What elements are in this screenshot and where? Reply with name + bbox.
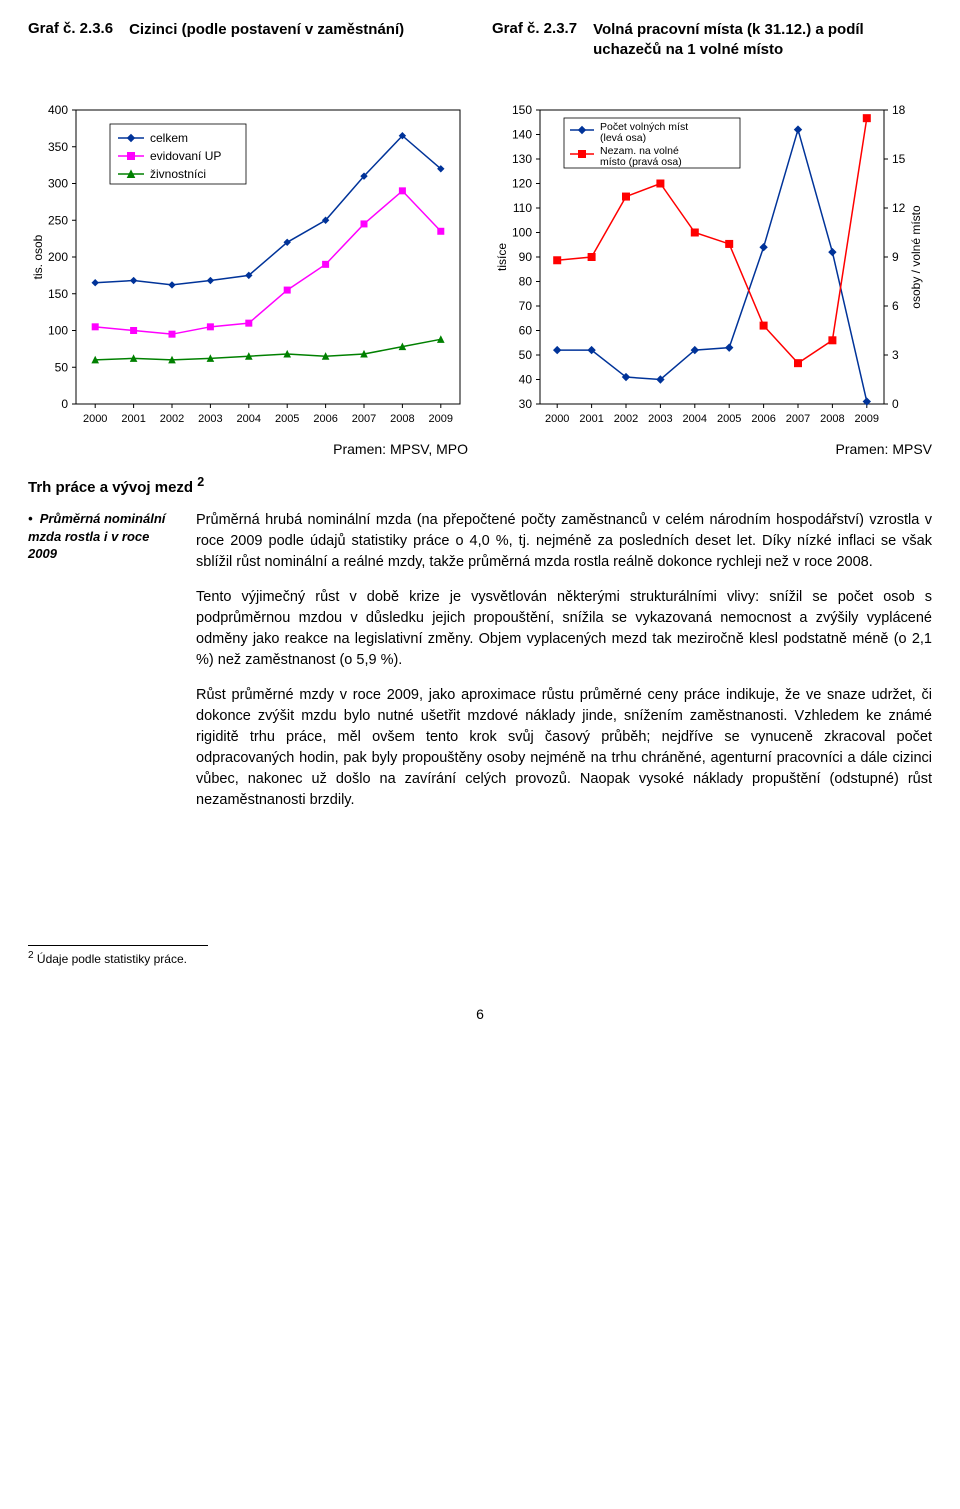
svg-text:400: 400: [48, 104, 68, 117]
chart-right-title: Volná pracovní místa (k 31.12.) a podíl …: [593, 20, 932, 61]
chart-right: 30 40 50 60 70 80 90 100 110 120 130 140 150 0 3 6 9 12 15…: [492, 104, 932, 434]
svg-text:80: 80: [519, 275, 533, 289]
svg-text:15: 15: [892, 152, 906, 166]
chart-right-header: Graf č. 2.3.7 Volná pracovní místa (k 31…: [492, 20, 932, 92]
paragraph: Průměrná hrubá nominální mzda (na přepoč…: [196, 510, 932, 573]
svg-text:110: 110: [513, 201, 532, 215]
footnote-text: Údaje podle statistiky práce.: [34, 952, 187, 966]
svg-text:2003: 2003: [198, 413, 222, 425]
svg-text:3: 3: [892, 348, 899, 362]
svg-text:2001: 2001: [579, 413, 603, 425]
svg-text:evidovaní UP: evidovaní UP: [150, 149, 221, 163]
chart-left-source: Pramen: MPSV, MPO: [28, 441, 468, 457]
svg-text:60: 60: [519, 324, 533, 338]
svg-text:tisíce: tisíce: [495, 243, 509, 271]
svg-text:120: 120: [512, 177, 532, 191]
svg-text:2004: 2004: [683, 413, 707, 425]
svg-text:2002: 2002: [160, 413, 184, 425]
svg-text:osoby / volné místo: osoby / volné místo: [909, 205, 923, 309]
svg-text:tis. osob: tis. osob: [31, 234, 45, 279]
paragraph: Tento výjimečný růst v době krize je vys…: [196, 587, 932, 671]
chart-left-header: Graf č. 2.3.6 Cizinci (podle postavení v…: [28, 20, 468, 92]
svg-text:2000: 2000: [545, 413, 569, 425]
svg-text:100: 100: [48, 324, 68, 338]
svg-text:100: 100: [512, 226, 532, 240]
svg-text:2006: 2006: [751, 413, 775, 425]
svg-text:2005: 2005: [275, 413, 299, 425]
svg-text:6: 6: [892, 299, 899, 313]
page-number: 6: [28, 1006, 932, 1022]
svg-text:140: 140: [512, 128, 532, 142]
margin-note-text: Průměrná nominální mzda rostla i v roce …: [28, 511, 165, 561]
svg-text:40: 40: [519, 373, 533, 387]
chart-right-source: Pramen: MPSV: [492, 441, 932, 457]
svg-text:2001: 2001: [121, 413, 145, 425]
svg-text:místo (pravá osa): místo (pravá osa): [600, 156, 682, 168]
svg-text:18: 18: [892, 104, 906, 117]
svg-text:2005: 2005: [717, 413, 741, 425]
chart-left: 0 50 100 150 200 250 300 350 400 2000 2001 2002 2003…: [28, 104, 468, 434]
section-heading-text: Trh práce a vývoj mezd: [28, 479, 197, 496]
svg-text:2004: 2004: [237, 413, 261, 425]
svg-text:živnostníci: živnostníci: [150, 167, 206, 181]
svg-text:0: 0: [61, 397, 68, 411]
svg-text:9: 9: [892, 250, 899, 264]
svg-text:150: 150: [48, 287, 68, 301]
svg-text:(levá osa): (levá osa): [600, 132, 646, 144]
svg-text:2007: 2007: [352, 413, 376, 425]
svg-text:2007: 2007: [786, 413, 810, 425]
chart-right-number: Graf č. 2.3.7: [492, 20, 593, 37]
svg-text:30: 30: [519, 397, 533, 411]
svg-text:130: 130: [512, 152, 532, 166]
svg-text:70: 70: [519, 299, 533, 313]
svg-text:90: 90: [519, 250, 533, 264]
footnote-rule: [28, 945, 208, 946]
svg-text:2002: 2002: [614, 413, 638, 425]
svg-text:2000: 2000: [83, 413, 107, 425]
svg-text:0: 0: [892, 397, 899, 411]
body-text: Průměrná hrubá nominální mzda (na přepoč…: [196, 510, 932, 825]
section-heading-sup: 2: [197, 475, 204, 489]
svg-text:50: 50: [55, 360, 69, 374]
svg-text:celkem: celkem: [150, 131, 188, 145]
svg-text:150: 150: [512, 104, 532, 117]
svg-text:2009: 2009: [855, 413, 879, 425]
svg-text:300: 300: [48, 177, 68, 191]
paragraph: Růst průměrné mzdy v roce 2009, jako apr…: [196, 685, 932, 811]
svg-text:2009: 2009: [429, 413, 453, 425]
svg-text:2006: 2006: [313, 413, 337, 425]
footnote: 2 Údaje podle statistiky práce.: [28, 950, 932, 966]
svg-text:2008: 2008: [820, 413, 844, 425]
svg-text:250: 250: [48, 213, 68, 227]
section-heading: Trh práce a vývoj mezd 2: [28, 475, 932, 496]
chart-left-number: Graf č. 2.3.6: [28, 20, 129, 37]
svg-text:2003: 2003: [648, 413, 672, 425]
svg-text:2008: 2008: [390, 413, 414, 425]
svg-text:12: 12: [892, 201, 906, 215]
margin-note: •Průměrná nominální mzda rostla i v roce…: [28, 510, 196, 563]
svg-text:200: 200: [48, 250, 68, 264]
chart-left-title: Cizinci (podle postavení v zaměstnání): [129, 20, 404, 40]
svg-text:350: 350: [48, 140, 68, 154]
svg-text:50: 50: [519, 348, 533, 362]
